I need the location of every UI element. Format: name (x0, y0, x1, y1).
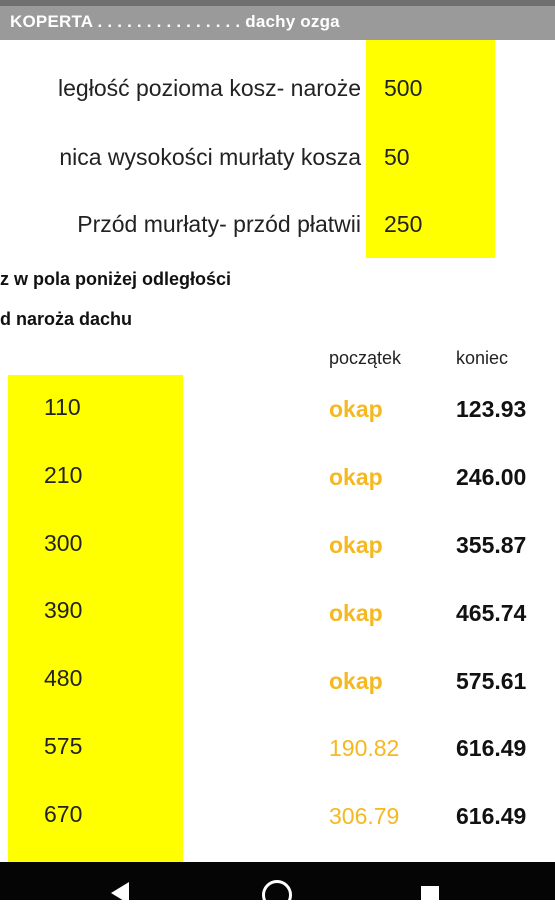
row-start-4: okap (329, 600, 383, 626)
status-bar (0, 0, 555, 6)
row-input-4[interactable]: 390 (44, 597, 83, 623)
row-input-7[interactable]: 670 (44, 801, 83, 827)
row-end-7: 616.49 (456, 803, 527, 829)
android-nav-bar (0, 862, 555, 910)
row-input-3[interactable]: 300 (44, 530, 83, 556)
recent-square-icon[interactable] (421, 886, 439, 904)
param-label-height-difference: nica wysokości murłaty kosza (59, 144, 361, 170)
row-start-3: okap (329, 532, 383, 558)
row-start-5: okap (329, 668, 383, 694)
row-input-2[interactable]: 210 (44, 462, 83, 488)
row-start-1: okap (329, 396, 383, 422)
row-end-4: 465.74 (456, 600, 527, 626)
column-header-end: koniec (456, 348, 509, 368)
param-input-height-difference[interactable]: 50 (384, 144, 410, 170)
instruction-line-2: d naroża dachu (0, 309, 133, 329)
row-start-7: 306.79 (329, 803, 400, 829)
row-input-5[interactable]: 480 (44, 665, 83, 691)
column-header-start: początek (329, 348, 402, 368)
row-start-6: 190.82 (329, 735, 400, 761)
row-end-5: 575.61 (456, 668, 527, 694)
home-circle-icon[interactable] (262, 880, 292, 910)
row-end-3: 355.87 (456, 532, 527, 558)
param-label-horizontal-distance: ległość pozioma kosz- naroże (58, 75, 361, 101)
param-label-front-offset: Przód murłaty- przód płatwii (77, 211, 361, 237)
back-triangle-icon[interactable] (111, 882, 129, 904)
params-input-column (366, 40, 495, 258)
param-input-front-offset[interactable]: 250 (384, 211, 423, 237)
row-end-6: 616.49 (456, 735, 527, 761)
row-start-2: okap (329, 464, 383, 490)
instruction-line-1: z w pola poniżej odległości (0, 269, 232, 289)
app-title: KOPERTA . . . . . . . . . . . . . . . da… (10, 12, 340, 31)
row-input-6[interactable]: 575 (44, 733, 83, 759)
row-end-1: 123.93 (456, 396, 527, 422)
app-title-bar: KOPERTA . . . . . . . . . . . . . . . da… (0, 0, 555, 40)
row-input-1[interactable]: 110 (44, 394, 81, 420)
distance-input-column (8, 375, 183, 863)
param-input-horizontal-distance[interactable]: 500 (384, 75, 423, 101)
row-end-2: 246.00 (456, 464, 527, 490)
